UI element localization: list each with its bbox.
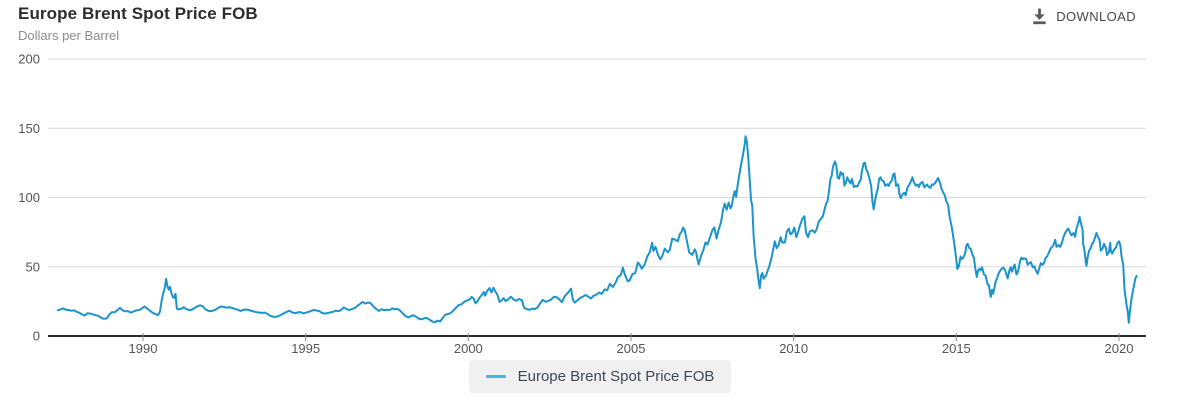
y-axis-tick-label: 200 (18, 52, 40, 67)
download-button[interactable]: DOWNLOAD (1027, 6, 1140, 27)
y-axis-tick-label: 100 (18, 190, 40, 205)
page-title: Europe Brent Spot Price FOB (18, 4, 258, 23)
legend: Europe Brent Spot Price FOB (0, 360, 1200, 393)
price-line (56, 135, 1138, 324)
x-axis-tick-label: 1995 (291, 341, 320, 356)
x-axis-tick-label: 1990 (129, 341, 158, 356)
legend-item[interactable]: Europe Brent Spot Price FOB (468, 360, 732, 393)
x-axis-tick-label: 2010 (779, 341, 808, 356)
x-axis-tick-label: 2005 (617, 341, 646, 356)
y-axis-tick-label: 150 (18, 121, 40, 136)
x-axis-tick-label: 2015 (942, 341, 971, 356)
legend-label: Europe Brent Spot Price FOB (517, 368, 715, 385)
download-icon (1033, 8, 1046, 25)
y-axis-tick-label: 50 (26, 259, 40, 274)
y-axis-unit-label: Dollars per Barrel (18, 28, 120, 43)
download-label: DOWNLOAD (1056, 9, 1136, 24)
price-chart: 0 50 100 150 200 1990 1995 2000 2005 2010 2015 2020 (18, 52, 1146, 356)
x-axis-tick-label: 2000 (454, 341, 483, 356)
legend-swatch-line (485, 375, 506, 378)
y-axis-tick-label: 0 (33, 329, 40, 344)
x-axis-tick-label: 2020 (1105, 341, 1134, 356)
